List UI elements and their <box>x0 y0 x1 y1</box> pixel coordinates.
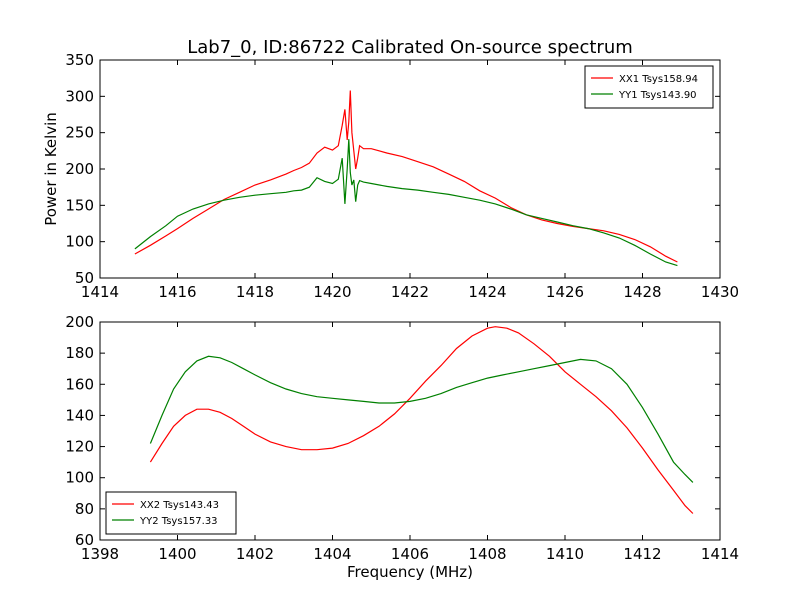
series-line-xx2 <box>149 326 694 514</box>
y-tick-label: 60 <box>75 531 94 549</box>
x-tick-label: 1402 <box>236 545 274 563</box>
y-tick-label: 350 <box>65 51 94 69</box>
y-tick-label: 160 <box>65 375 94 393</box>
y-tick-label: 120 <box>65 438 94 456</box>
x-tick-label: 1406 <box>391 545 429 563</box>
x-tick-label: 1398 <box>81 545 119 563</box>
legend-box <box>584 65 714 109</box>
x-tick-label: 1422 <box>391 283 429 301</box>
series-line-xx1 <box>134 90 678 263</box>
top-spectrum-panel: 1414 1416 1418 1420 1422 1424 1426 1428 1430 50 10… <box>42 51 739 301</box>
y-tick-label: 50 <box>75 269 94 287</box>
legend-label: XX1 Tsys158.94 <box>619 74 698 85</box>
x-tick-label: 1430 <box>701 283 739 301</box>
bottom-spectrum-panel: 1398 1400 1402 1404 1406 1408 1410 1412 1414 60 80… <box>65 313 739 581</box>
legend-box <box>105 491 237 535</box>
legend-label: YY2 Tsys157.33 <box>139 516 218 527</box>
x-tick-label: 1408 <box>468 545 506 563</box>
y-tick-label: 100 <box>65 469 94 487</box>
y-axis-label: Power in Kelvin <box>42 112 60 226</box>
y-tick-label: 150 <box>65 196 94 214</box>
x-tick-label: 1410 <box>546 545 584 563</box>
series-line-yy2 <box>149 355 694 483</box>
y-tick-label: 250 <box>65 124 94 142</box>
y-tick-label: 200 <box>65 160 94 178</box>
x-tick-label: 1428 <box>623 283 661 301</box>
x-tick-label: 1418 <box>236 283 274 301</box>
y-tick-label: 200 <box>65 313 94 331</box>
x-tick-label: 1420 <box>313 283 351 301</box>
legend: XX1 Tsys158.94 YY1 Tsys143.90 <box>584 65 714 109</box>
y-tick-label: 100 <box>65 233 94 251</box>
y-tick-label: 180 <box>65 344 94 362</box>
series-line-yy1 <box>134 139 678 267</box>
x-axis-label: Frequency (MHz) <box>347 563 473 581</box>
legend: XX2 Tsys143.43 YY2 Tsys157.33 <box>105 491 237 535</box>
y-tick-label: 80 <box>75 500 94 518</box>
y-tick-label: 300 <box>65 87 94 105</box>
y-tick-label: 140 <box>65 406 94 424</box>
x-tick-label: 1404 <box>313 545 351 563</box>
x-tick-label: 1426 <box>546 283 584 301</box>
x-tick-label: 1414 <box>701 545 739 563</box>
x-tick-label: 1414 <box>81 283 119 301</box>
x-tick-label: 1412 <box>623 545 661 563</box>
figure-title: Lab7_0, ID:86722 Calibrated On-source sp… <box>187 37 633 58</box>
legend-label: YY1 Tsys143.90 <box>618 90 697 101</box>
legend-label: XX2 Tsys143.43 <box>140 500 219 511</box>
x-tick-label: 1416 <box>158 283 196 301</box>
x-tick-label: 1424 <box>468 283 506 301</box>
x-tick-label: 1400 <box>158 545 196 563</box>
